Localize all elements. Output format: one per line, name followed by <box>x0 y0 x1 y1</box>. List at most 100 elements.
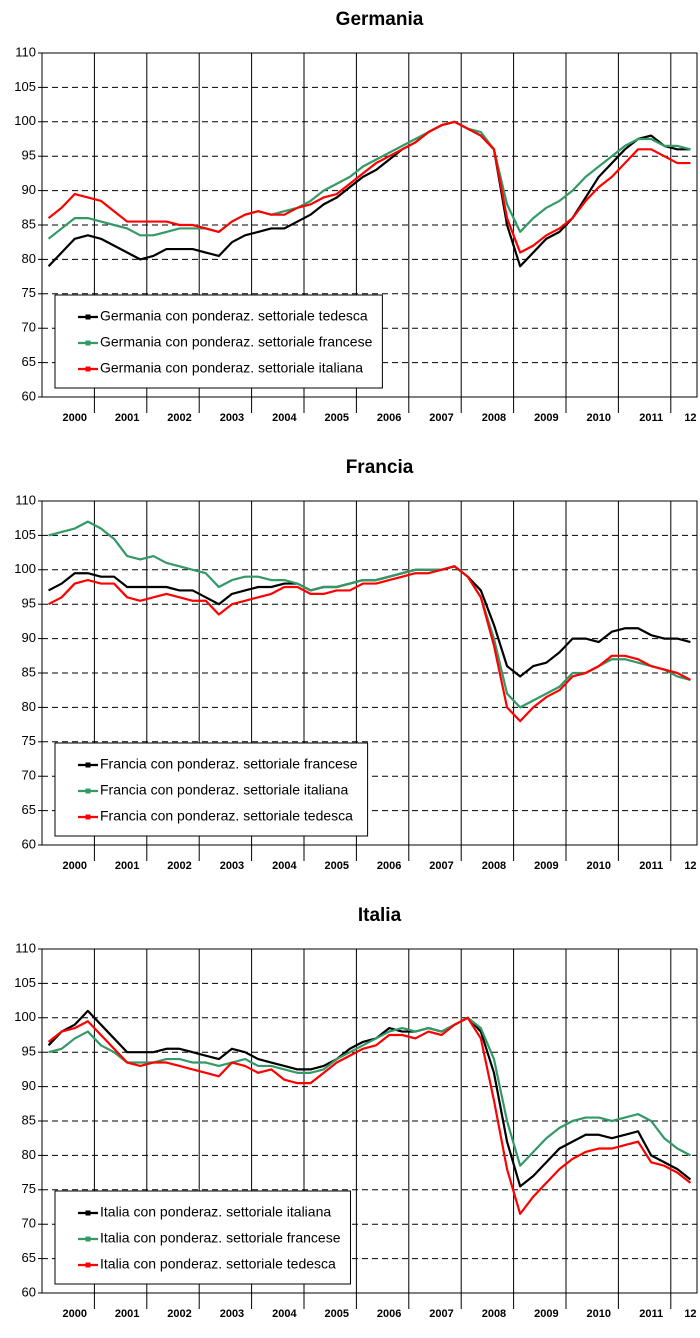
y-tick-label: 75 <box>22 733 36 748</box>
y-tick-label: 80 <box>22 699 36 714</box>
y-tick-label: 85 <box>22 216 36 231</box>
chart-panel: Italia 60 65 70 75 80 85 90 95 100 105 110 2000 2001 2… <box>14 905 698 1320</box>
x-tick-label: 12 <box>684 412 696 424</box>
y-tick-label: 65 <box>22 354 36 369</box>
legend-label: Francia con ponderaz. settoriale frances… <box>100 756 358 772</box>
legend-label: Germania con ponderaz. settoriale italia… <box>100 360 363 376</box>
y-tick-label: 90 <box>22 182 36 197</box>
y-tick-label: 70 <box>22 1216 36 1231</box>
y-tick-label: 105 <box>14 527 36 542</box>
x-tick-label: 2009 <box>534 1308 558 1320</box>
y-tick-label: 105 <box>14 975 36 990</box>
y-tick-label: 90 <box>22 1078 36 1093</box>
y-tick-label: 110 <box>15 492 36 507</box>
series-line <box>47 1009 692 1188</box>
x-tick-label: 2011 <box>639 860 663 872</box>
legend: Italia con ponderaz. settoriale italiana… <box>54 1190 351 1285</box>
x-tick-label: 2007 <box>429 1308 453 1320</box>
x-tick-label: 2009 <box>534 412 558 424</box>
legend-label: Germania con ponderaz. settoriale france… <box>100 334 373 350</box>
legend-label: Italia con ponderaz. settoriale italiana <box>100 1204 331 1220</box>
y-tick-label: 60 <box>22 836 36 851</box>
x-tick-label: 2008 <box>482 412 506 424</box>
x-tick-label: 2000 <box>63 860 87 872</box>
plot-frame <box>41 500 698 846</box>
y-tick-label: 75 <box>22 285 36 300</box>
x-tick-label: 2008 <box>482 860 506 872</box>
y-tick-label: 100 <box>14 113 36 128</box>
y-tick-label: 60 <box>22 1284 36 1299</box>
x-tick-label: 2006 <box>377 412 401 424</box>
y-tick-label: 95 <box>22 596 36 611</box>
legend-label: Italia con ponderaz. settoriale francese <box>100 1230 341 1246</box>
x-tick-label: 2004 <box>272 412 297 424</box>
y-tick-label: 70 <box>22 768 36 783</box>
x-tick-label: 2010 <box>587 412 611 424</box>
legend-label: Francia con ponderaz. settoriale tedesca <box>100 808 353 824</box>
legend-marker <box>85 788 91 794</box>
chart-panel: Germania 60 65 70 75 80 85 90 95 100 105 110 2000 200… <box>14 9 698 424</box>
y-tick-label: 100 <box>14 561 36 576</box>
y-tick-label: 95 <box>22 148 36 163</box>
x-tick-label: 2001 <box>115 412 139 424</box>
y-tick-label: 110 <box>15 940 36 955</box>
x-tick-label: 2007 <box>429 860 453 872</box>
x-tick-label: 2010 <box>587 1308 611 1320</box>
x-tick-label: 2006 <box>377 1308 401 1320</box>
y-tick-label: 65 <box>22 802 36 817</box>
legend-marker <box>85 814 91 820</box>
plot-frame <box>41 948 698 1294</box>
x-tick-label: 12 <box>684 1308 696 1320</box>
x-tick-label: 2005 <box>325 1308 349 1320</box>
series-line <box>47 120 691 254</box>
y-tick-label: 80 <box>22 1147 36 1162</box>
x-tick-label: 2011 <box>639 412 663 424</box>
x-tick-label: 2001 <box>115 860 139 872</box>
legend-marker <box>85 1262 91 1268</box>
legend-marker <box>85 762 91 768</box>
series-line <box>47 120 691 240</box>
y-tick-label: 100 <box>14 1009 36 1024</box>
x-tick-label: 12 <box>684 860 696 872</box>
legend-box <box>54 1190 351 1285</box>
y-tick-label: 75 <box>22 1181 36 1196</box>
legend-marker <box>85 1236 91 1242</box>
x-tick-label: 2004 <box>272 1308 297 1320</box>
y-tick-label: 110 <box>15 44 36 59</box>
x-tick-label: 2011 <box>639 1308 663 1320</box>
x-tick-label: 2010 <box>587 860 611 872</box>
series-line <box>48 565 691 723</box>
y-tick-label: 85 <box>22 1112 36 1127</box>
legend-box <box>54 742 369 837</box>
legend-marker <box>85 314 91 320</box>
x-tick-label: 2005 <box>325 860 349 872</box>
x-tick-label: 2008 <box>482 1308 506 1320</box>
x-tick-label: 2002 <box>167 860 191 872</box>
legend-marker <box>85 366 91 372</box>
x-tick-label: 2003 <box>220 860 244 872</box>
y-tick-label: 65 <box>22 1250 36 1265</box>
y-tick-label: 90 <box>22 630 36 645</box>
chart-panel: Francia 60 65 70 75 80 85 90 95 100 105 110 2000 2001… <box>14 457 698 872</box>
x-tick-label: 2007 <box>429 412 453 424</box>
x-tick-label: 2000 <box>63 1308 87 1320</box>
legend: Francia con ponderaz. settoriale frances… <box>54 742 369 837</box>
legend-marker <box>85 340 91 346</box>
y-tick-label: 80 <box>22 251 36 266</box>
legend-label: Francia con ponderaz. settoriale italian… <box>100 782 348 798</box>
x-tick-label: 2003 <box>220 1308 244 1320</box>
x-tick-label: 2009 <box>534 860 558 872</box>
y-tick-label: 105 <box>14 79 36 94</box>
y-tick-label: 85 <box>22 664 36 679</box>
x-tick-label: 2001 <box>115 1308 139 1320</box>
series-line <box>48 520 691 709</box>
x-tick-label: 2003 <box>220 412 244 424</box>
y-tick-label: 95 <box>22 1044 36 1059</box>
legend-label: Germania con ponderaz. settoriale tedesc… <box>100 308 368 324</box>
legend-box <box>54 294 383 389</box>
x-tick-label: 2005 <box>325 412 349 424</box>
x-tick-label: 2004 <box>272 860 297 872</box>
plot-frame <box>41 52 698 398</box>
chart-title: Italia <box>358 905 402 926</box>
